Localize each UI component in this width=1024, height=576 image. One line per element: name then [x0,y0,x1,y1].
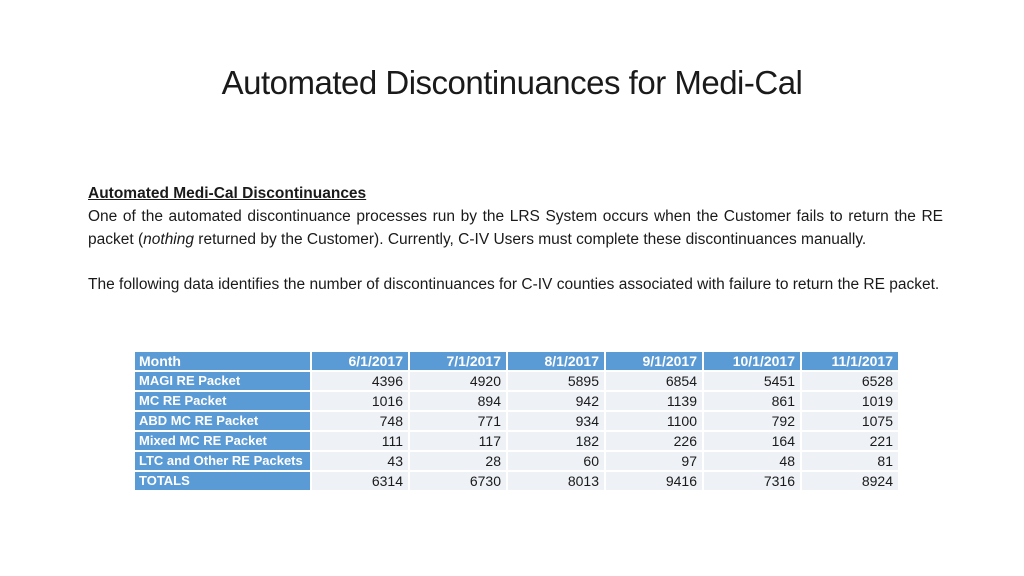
table-cell: 28 [410,452,506,470]
table-cell: 792 [704,412,800,430]
row-label: MC RE Packet [135,392,310,410]
table-row: LTC and Other RE Packets 43 28 60 97 48 … [135,452,898,470]
paragraph-intro-part2: returned by the Customer). Currently, C-… [194,231,867,248]
table-cell: 1019 [802,392,898,410]
row-label-totals: TOTALS [135,472,310,490]
table-cell: 43 [312,452,408,470]
table-cell-total: 7316 [704,472,800,490]
table-cell-total: 6314 [312,472,408,490]
table-cell: 5895 [508,372,604,390]
table-cell: 942 [508,392,604,410]
table-cell: 748 [312,412,408,430]
header-col: 9/1/2017 [606,352,702,370]
table-cell: 48 [704,452,800,470]
discontinuances-table: Month 6/1/2017 7/1/2017 8/1/2017 9/1/201… [133,350,900,492]
table-cell: 226 [606,432,702,450]
table-cell-total: 6730 [410,472,506,490]
table-cell: 164 [704,432,800,450]
table-cell: 1139 [606,392,702,410]
table-row: MAGI RE Packet 4396 4920 5895 6854 5451 … [135,372,898,390]
table-cell: 4920 [410,372,506,390]
table-cell: 1100 [606,412,702,430]
table-row: Mixed MC RE Packet 111 117 182 226 164 2… [135,432,898,450]
row-label: LTC and Other RE Packets [135,452,310,470]
table-cell: 5451 [704,372,800,390]
table-cell: 221 [802,432,898,450]
paragraph-intro-italic: nothing [143,231,194,248]
header-month: Month [135,352,310,370]
table-cell: 771 [410,412,506,430]
table-cell: 1016 [312,392,408,410]
header-col: 11/1/2017 [802,352,898,370]
row-label: MAGI RE Packet [135,372,310,390]
table-header-row: Month 6/1/2017 7/1/2017 8/1/2017 9/1/201… [135,352,898,370]
slide-body: Automated Medi-Cal Discontinuances One o… [88,182,943,296]
table-cell: 6528 [802,372,898,390]
row-label: Mixed MC RE Packet [135,432,310,450]
row-label: ABD MC RE Packet [135,412,310,430]
header-col: 6/1/2017 [312,352,408,370]
table-cell-total: 8013 [508,472,604,490]
table-cell: 60 [508,452,604,470]
table-cell: 934 [508,412,604,430]
table-cell: 81 [802,452,898,470]
table-cell: 861 [704,392,800,410]
table-cell: 1075 [802,412,898,430]
table-cell: 182 [508,432,604,450]
table-row: ABD MC RE Packet 748 771 934 1100 792 10… [135,412,898,430]
header-col: 10/1/2017 [704,352,800,370]
paragraph-data-description: The following data identifies the number… [88,276,940,293]
paragraph-intro-part1: One of the automated discontinuance proc… [88,208,943,248]
table-cell-total: 8924 [802,472,898,490]
table-cell: 6854 [606,372,702,390]
slide-title: Automated Discontinuances for Medi-Cal [221,64,803,101]
header-col: 7/1/2017 [410,352,506,370]
paragraph-intro: One of the automated discontinuance proc… [88,205,943,251]
table-cell: 894 [410,392,506,410]
table-cell: 117 [410,432,506,450]
table-cell-total: 9416 [606,472,702,490]
table-cell: 111 [312,432,408,450]
table-cell: 4396 [312,372,408,390]
table-cell: 97 [606,452,702,470]
table-row: MC RE Packet 1016 894 942 1139 861 1019 [135,392,898,410]
section-heading: Automated Medi-Cal Discontinuances [88,185,367,202]
header-col: 8/1/2017 [508,352,604,370]
table-row-totals: TOTALS 6314 6730 8013 9416 7316 8924 [135,472,898,490]
